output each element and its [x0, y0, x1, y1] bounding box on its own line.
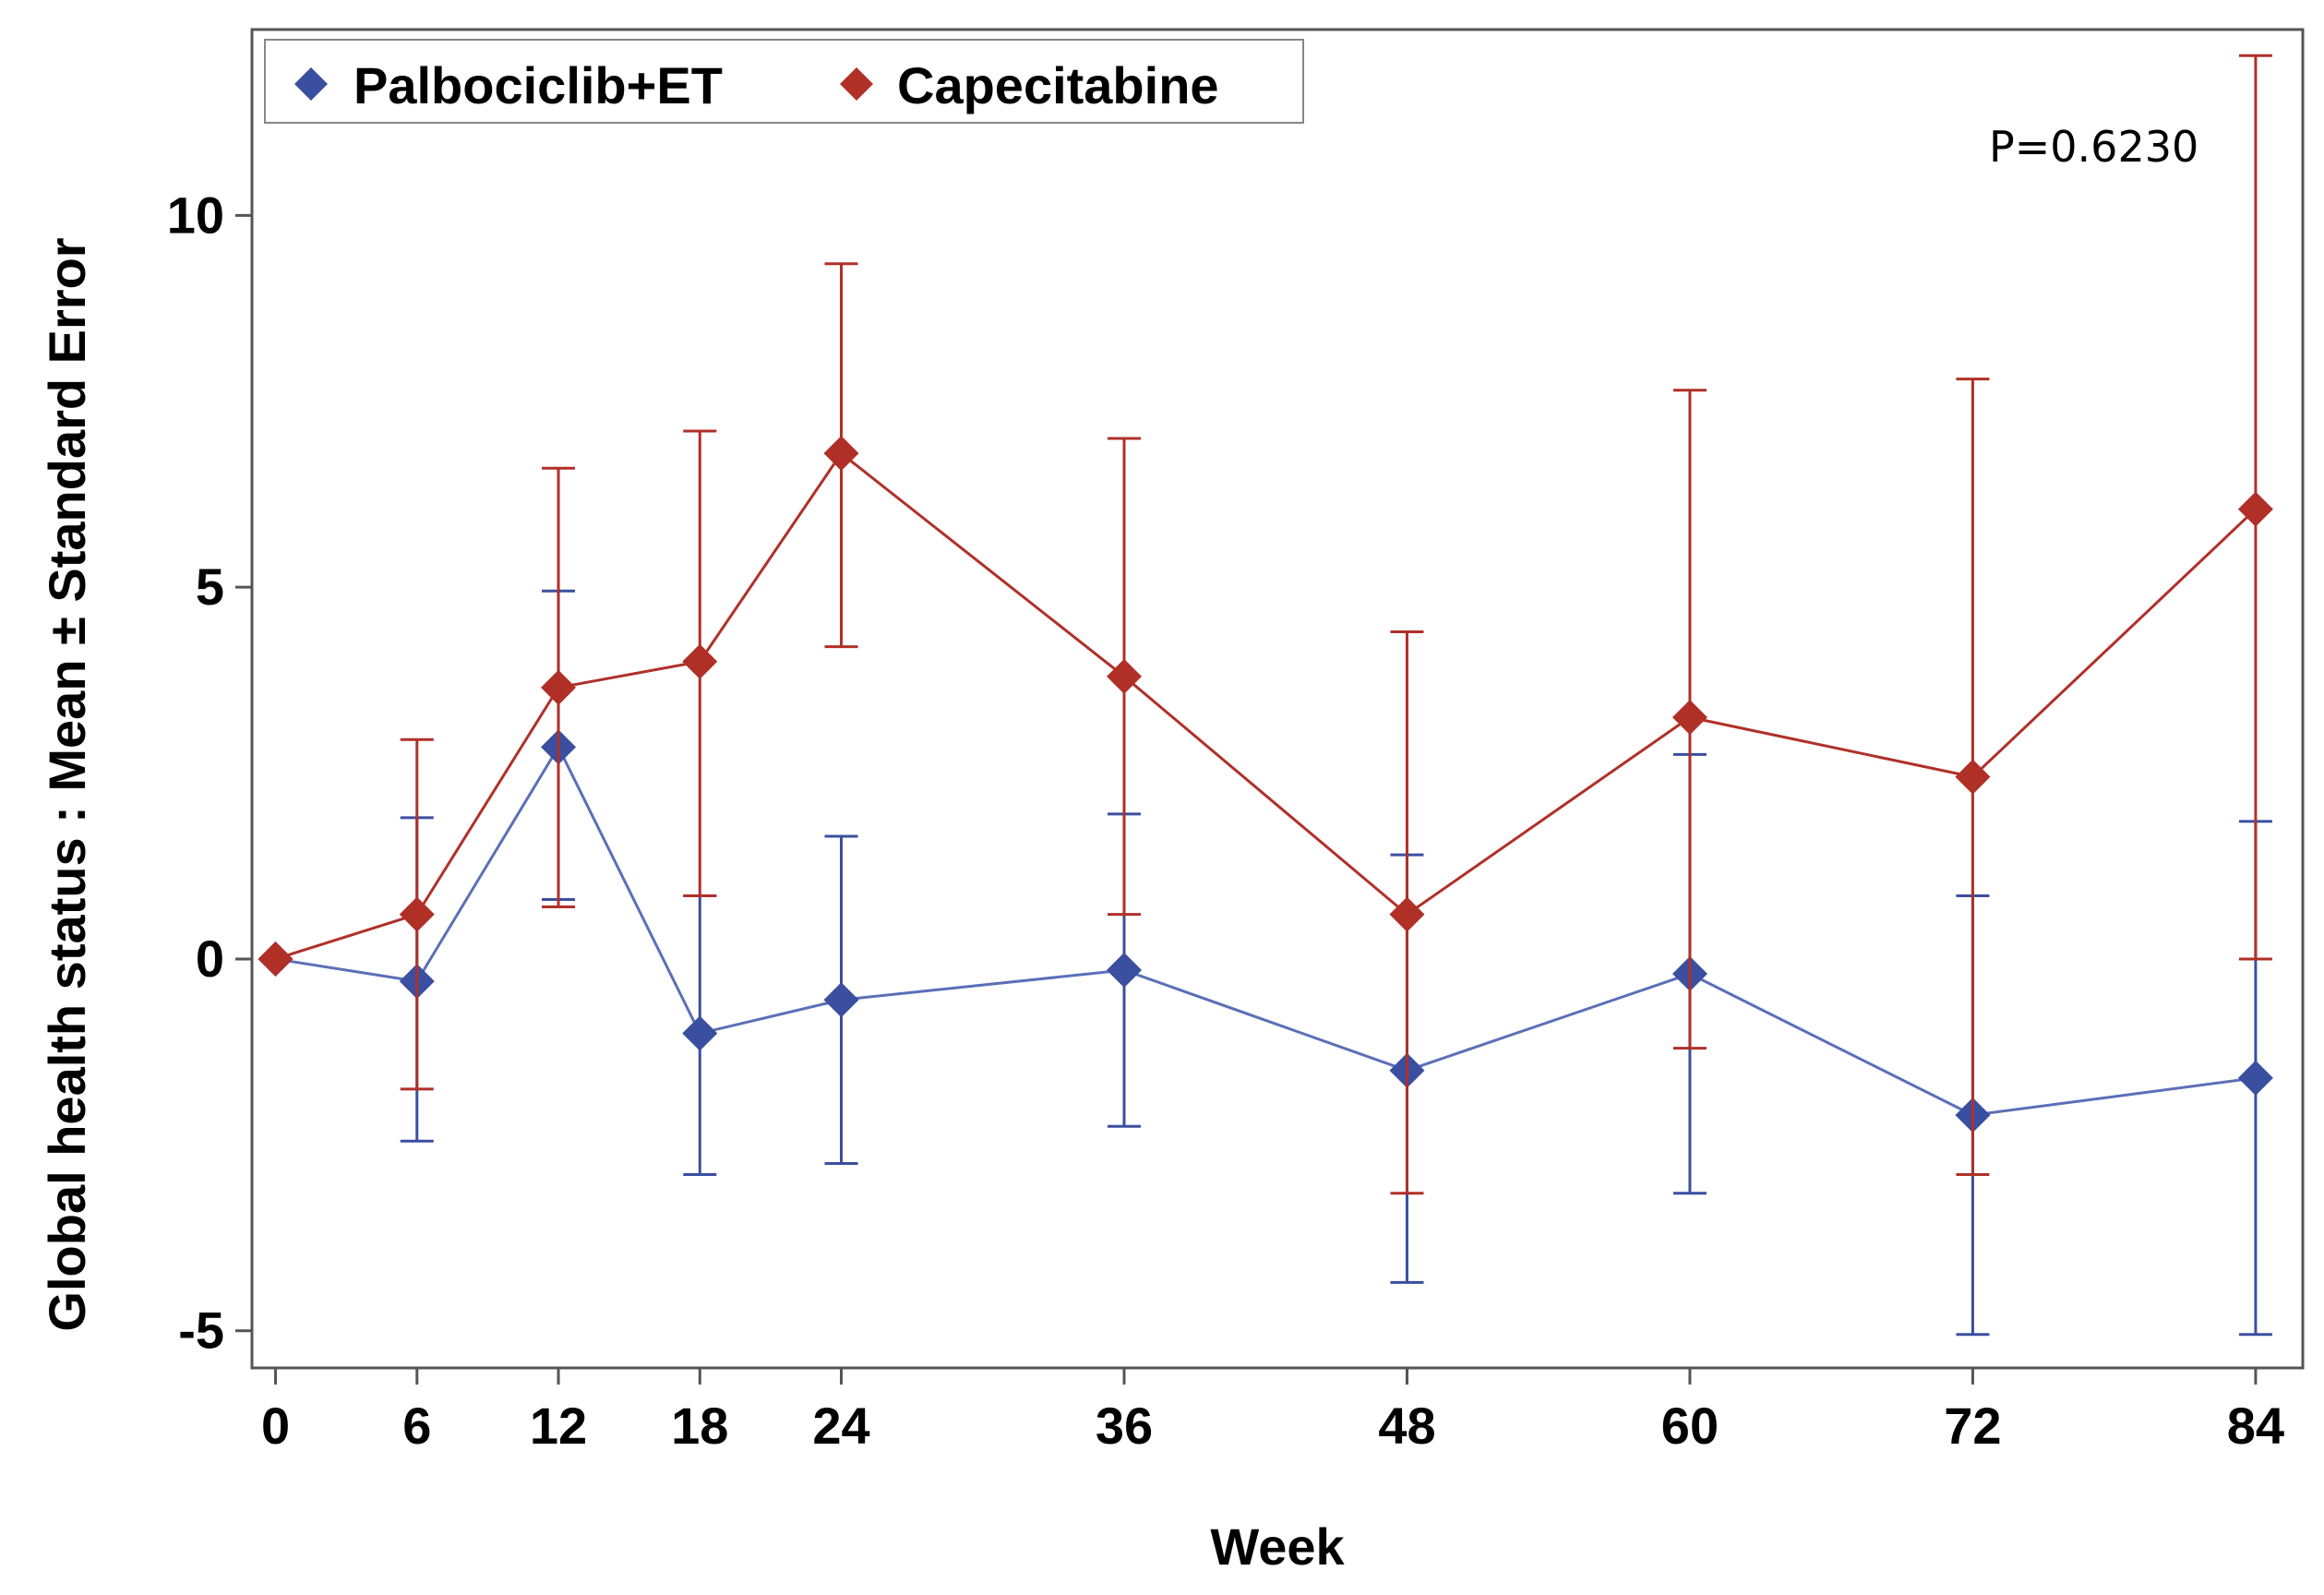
- point-0-36: [1106, 953, 1142, 989]
- point-1-72: [1955, 759, 1991, 795]
- x-tick-label-84: 84: [2227, 1397, 2284, 1455]
- x-axis-title: Week: [1210, 1517, 1345, 1576]
- x-tick-label-72: 72: [1944, 1397, 2001, 1455]
- point-1-18: [682, 643, 718, 679]
- point-1-84: [2237, 491, 2273, 527]
- series-line-1: [275, 450, 2257, 961]
- x-tick-label-6: 6: [402, 1397, 431, 1455]
- y-axis-title: Global health status : Mean ± Standard E…: [38, 237, 96, 1331]
- series-lines: [258, 54, 2273, 1337]
- point-1-60: [1671, 700, 1707, 736]
- x-tick-label-18: 18: [671, 1397, 728, 1455]
- y-tick-label-10: 10: [167, 186, 224, 244]
- series-line-0: [275, 744, 2257, 1117]
- point-1-12: [541, 669, 577, 705]
- y-tick-label-0: 0: [196, 929, 224, 988]
- point-1-36: [1106, 658, 1142, 694]
- x-tick-label-36: 36: [1096, 1397, 1153, 1455]
- point-0-18: [682, 1015, 718, 1051]
- plot-frame: [250, 28, 2305, 1370]
- point-1-24: [823, 436, 859, 472]
- x-axis: 0 6 12 18 24 36 48 60 72 84: [261, 1368, 2284, 1455]
- x-tick-label-60: 60: [1661, 1397, 1719, 1455]
- legend-label-palbociclib: Palbociclib+ET: [353, 56, 723, 114]
- x-tick-label-48: 48: [1378, 1397, 1435, 1455]
- legend-label-capecitabine: Capecitabine: [897, 56, 1219, 114]
- y-tick-label-5: 5: [196, 558, 224, 616]
- legend-box: [264, 39, 1304, 124]
- y-tick-label--5: -5: [178, 1301, 224, 1360]
- point-1-6: [399, 896, 435, 932]
- p-value-annotation: P=0.6230: [1989, 122, 2198, 172]
- point-0-24: [823, 982, 859, 1018]
- x-tick-label-24: 24: [812, 1397, 869, 1455]
- y-axis: -5 0 5 10: [167, 186, 252, 1360]
- point-1-48: [1389, 896, 1425, 932]
- x-tick-label-12: 12: [530, 1397, 587, 1455]
- point-0-84: [2237, 1060, 2273, 1096]
- series-1: [258, 54, 2273, 1195]
- legend-marker-capecitabine: [840, 67, 873, 101]
- point-1-0: [258, 941, 293, 977]
- x-tick-label-0: 0: [261, 1397, 290, 1455]
- legend: Palbociclib+ET Capecitabine: [264, 39, 1304, 124]
- legend-marker-palbociclib: [294, 67, 328, 101]
